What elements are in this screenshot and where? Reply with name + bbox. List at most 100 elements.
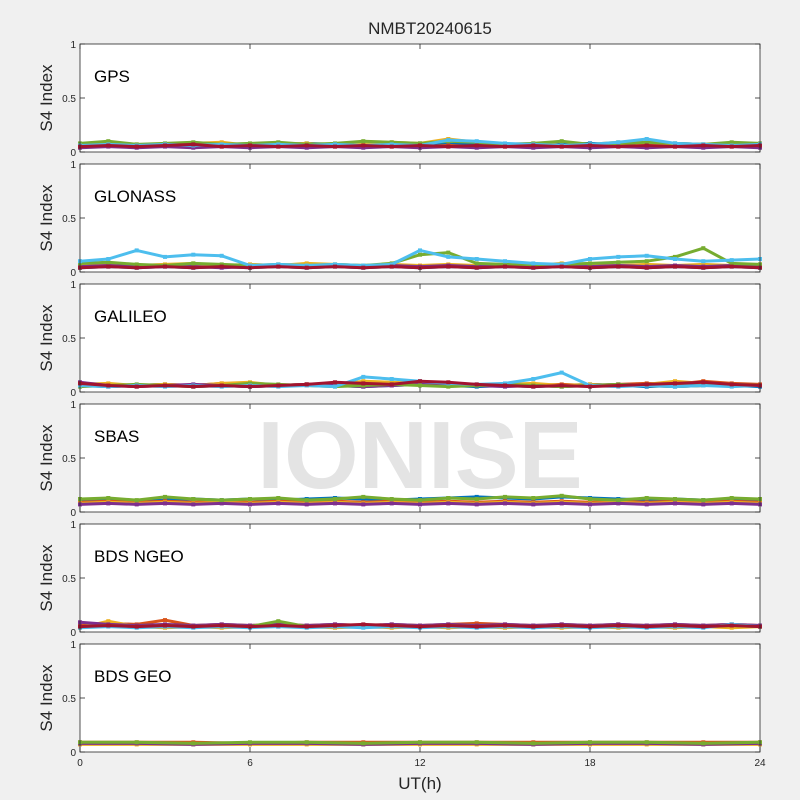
panel-label: GPS [94, 67, 130, 86]
data-point [304, 382, 309, 387]
data-point [134, 498, 139, 503]
y-tick-label: 0 [70, 508, 76, 519]
data-point [673, 501, 677, 506]
y-tick-label: 0.5 [62, 574, 76, 585]
data-point [701, 624, 706, 629]
data-point [219, 498, 224, 503]
data-point [531, 384, 536, 389]
data-point [418, 498, 422, 503]
data-point [191, 145, 196, 150]
data-point [701, 380, 706, 385]
data-point [106, 257, 111, 261]
data-point [304, 265, 309, 270]
data-point [474, 621, 479, 626]
data-point [304, 498, 309, 503]
data-point [729, 384, 734, 389]
data-point [361, 497, 366, 501]
data-point [248, 381, 252, 386]
data-point [163, 383, 167, 388]
data-point [729, 140, 734, 145]
data-point [219, 253, 224, 258]
data-point [474, 143, 479, 148]
data-point [134, 262, 139, 267]
data-point [106, 383, 111, 388]
data-point [446, 496, 451, 500]
data-point [446, 264, 451, 269]
data-point [446, 380, 451, 385]
data-point [616, 623, 621, 628]
data-point [361, 374, 366, 379]
data-point [474, 502, 479, 507]
data-point [474, 624, 479, 629]
data-point [616, 501, 621, 506]
data-point [418, 252, 422, 257]
y-tick-label: 1 [70, 640, 76, 651]
data-point [389, 623, 394, 628]
panel-plot-area [80, 284, 760, 392]
data-point [361, 494, 366, 499]
data-point [191, 384, 196, 389]
y-tick-label: 0.5 [62, 94, 76, 105]
data-point [248, 624, 252, 629]
data-point [701, 259, 706, 264]
data-point [418, 379, 422, 384]
data-point [531, 265, 536, 270]
data-point [531, 377, 536, 381]
y-tick-label: 0.5 [62, 214, 76, 225]
data-point [333, 501, 337, 506]
data-point [446, 250, 451, 255]
data-point [163, 618, 167, 623]
data-point [304, 145, 309, 150]
data-point [276, 496, 281, 500]
data-point [418, 141, 422, 146]
data-point [361, 143, 366, 148]
data-point [701, 498, 706, 503]
data-point [418, 624, 422, 629]
data-point [191, 261, 196, 266]
y-tick-label: 0 [70, 748, 76, 759]
data-point [361, 263, 366, 268]
data-point [446, 384, 451, 389]
data-point [248, 502, 252, 507]
data-point [361, 139, 366, 144]
data-point [248, 384, 252, 389]
data-point [446, 623, 451, 628]
panel-1: 0 0.5 1 S4 Index GPS [37, 40, 762, 159]
data-point [474, 497, 479, 501]
data-point [503, 494, 507, 499]
data-point [361, 625, 366, 630]
data-point [219, 140, 224, 145]
data-point [474, 494, 479, 499]
data-point [701, 246, 706, 251]
data-point [503, 259, 507, 264]
y-tick-label: 0.5 [62, 334, 76, 345]
data-point [276, 142, 281, 147]
data-point [361, 383, 366, 388]
data-point [729, 496, 734, 500]
data-point [389, 377, 394, 381]
data-point [644, 265, 649, 270]
data-point [644, 259, 649, 264]
y-tick-label: 0 [70, 148, 76, 159]
data-point [616, 144, 621, 149]
data-point [673, 264, 677, 269]
y-tick-label: 1 [70, 400, 76, 411]
y-axis-label: S4 Index [37, 424, 56, 492]
data-point [134, 502, 139, 507]
data-point [588, 502, 592, 507]
data-point [559, 501, 564, 506]
data-point [701, 383, 706, 388]
data-point [531, 496, 536, 500]
data-point [588, 384, 592, 389]
panel-label: GLONASS [94, 187, 176, 206]
panel-plot-area [80, 404, 760, 512]
data-point [559, 139, 564, 144]
data-point [531, 741, 536, 746]
data-point [191, 142, 196, 147]
data-point [474, 261, 479, 266]
data-point [531, 145, 536, 150]
data-point [673, 623, 677, 628]
x-axis-label: UT(h) [398, 774, 441, 793]
y-axis-label: S4 Index [37, 184, 56, 252]
